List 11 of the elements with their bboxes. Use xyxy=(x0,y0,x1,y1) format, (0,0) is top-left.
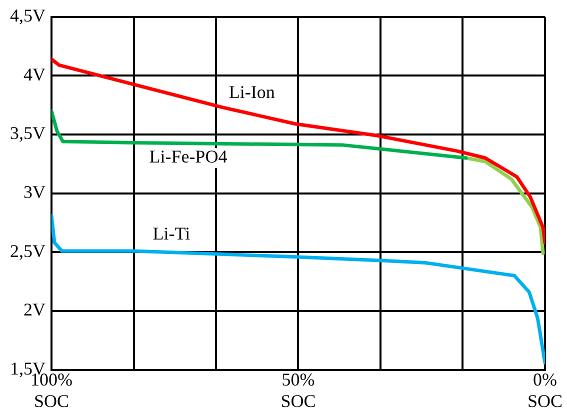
y-tick-label: 2,5V xyxy=(10,240,46,261)
annotation: Li-Ion xyxy=(228,82,275,102)
annotation: Li-Fe-PO4 xyxy=(149,146,228,167)
y-tick-label: 2V xyxy=(24,300,46,320)
y-tick-label: 4V xyxy=(24,64,46,84)
y-tick-label: 3,5V xyxy=(10,123,46,144)
x-tick-label: 50% SOC xyxy=(280,369,316,411)
y-tick-label: 3V xyxy=(24,182,46,202)
annotation: Li-Ti xyxy=(152,224,190,244)
y-tick-label: 4,5V xyxy=(10,6,46,26)
x-tick-label: 0% SOC xyxy=(527,369,563,411)
